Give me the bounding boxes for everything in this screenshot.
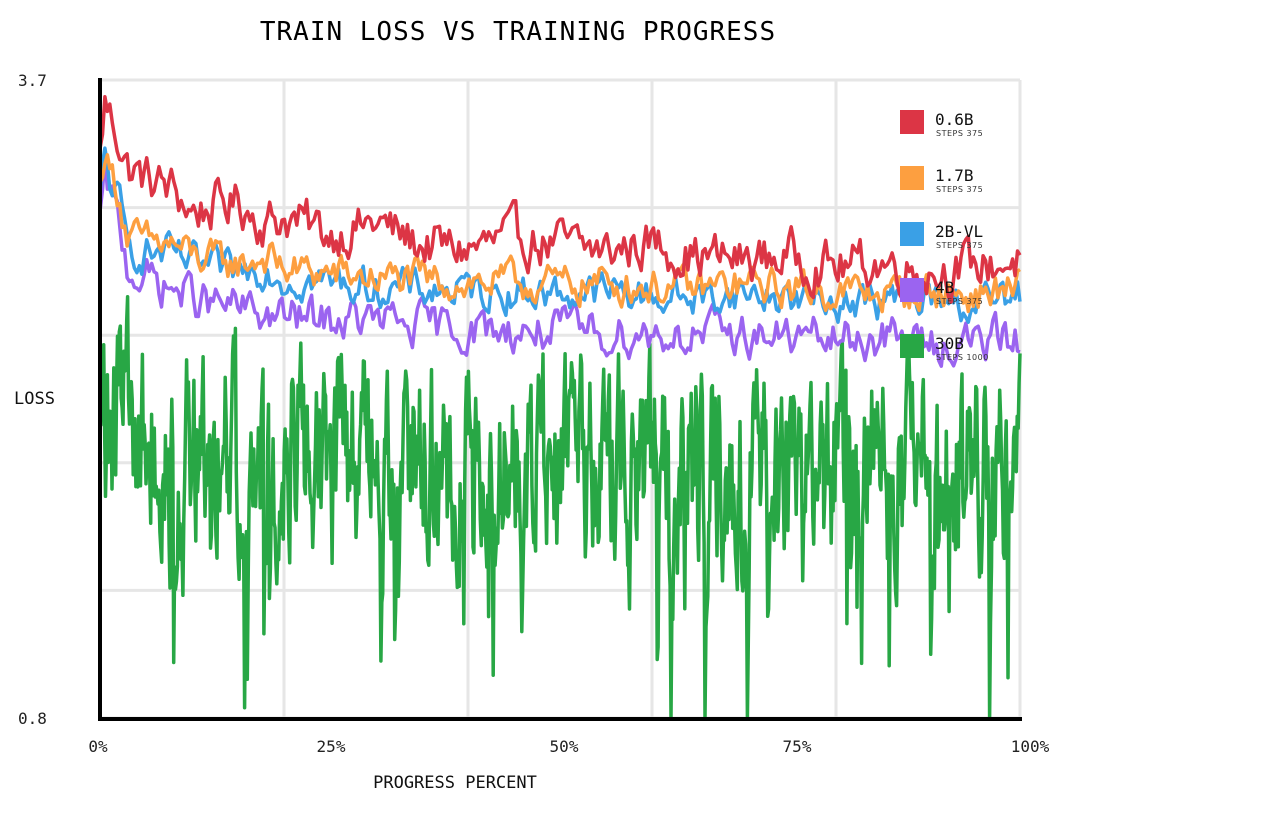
series-line-1.7b xyxy=(98,153,1021,314)
series-line-30b xyxy=(98,294,1022,720)
legend-label: 2B-VL xyxy=(935,222,983,241)
legend-sublabel: STEPS 375 xyxy=(936,185,983,194)
series-layer xyxy=(98,94,1022,720)
y-tick-label: 0.8 xyxy=(18,709,47,728)
x-axis-label: PROGRESS PERCENT xyxy=(373,773,537,793)
legend-label: 1.7B xyxy=(935,166,974,185)
x-tick-label: 0% xyxy=(88,737,108,756)
y-ticks: 3.7 0.8 xyxy=(18,71,47,728)
legend-sublabel: STEPS 375 xyxy=(936,297,983,306)
legend-label: 4B xyxy=(935,278,954,297)
x-ticks: 0% 25% 50% 75% 100% xyxy=(88,737,1049,756)
legend-label: 30B xyxy=(935,334,964,353)
series-line-0.6b xyxy=(98,94,1022,304)
legend-swatch xyxy=(900,334,924,358)
x-tick-label: 75% xyxy=(783,737,812,756)
legend-sublabel: STEPS 375 xyxy=(936,241,983,250)
series-line-4b xyxy=(98,155,1021,368)
y-tick-label: 3.7 xyxy=(18,71,47,90)
x-tick-label: 100% xyxy=(1011,737,1050,756)
legend-swatch xyxy=(900,110,924,134)
chart-title: TRAIN LOSS VS TRAINING PROGRESS xyxy=(260,17,776,47)
legend-sublabel: STEPS 1000 xyxy=(936,353,989,362)
x-tick-label: 25% xyxy=(317,737,346,756)
legend-swatch xyxy=(900,278,924,302)
series-line-2b-vl xyxy=(98,146,1022,324)
legend-sublabel: STEPS 375 xyxy=(936,129,983,138)
x-tick-label: 50% xyxy=(550,737,579,756)
legend-label: 0.6B xyxy=(935,110,974,129)
legend-swatch xyxy=(900,222,924,246)
legend-swatch xyxy=(900,166,924,190)
y-axis-label: LOSS xyxy=(14,389,55,409)
